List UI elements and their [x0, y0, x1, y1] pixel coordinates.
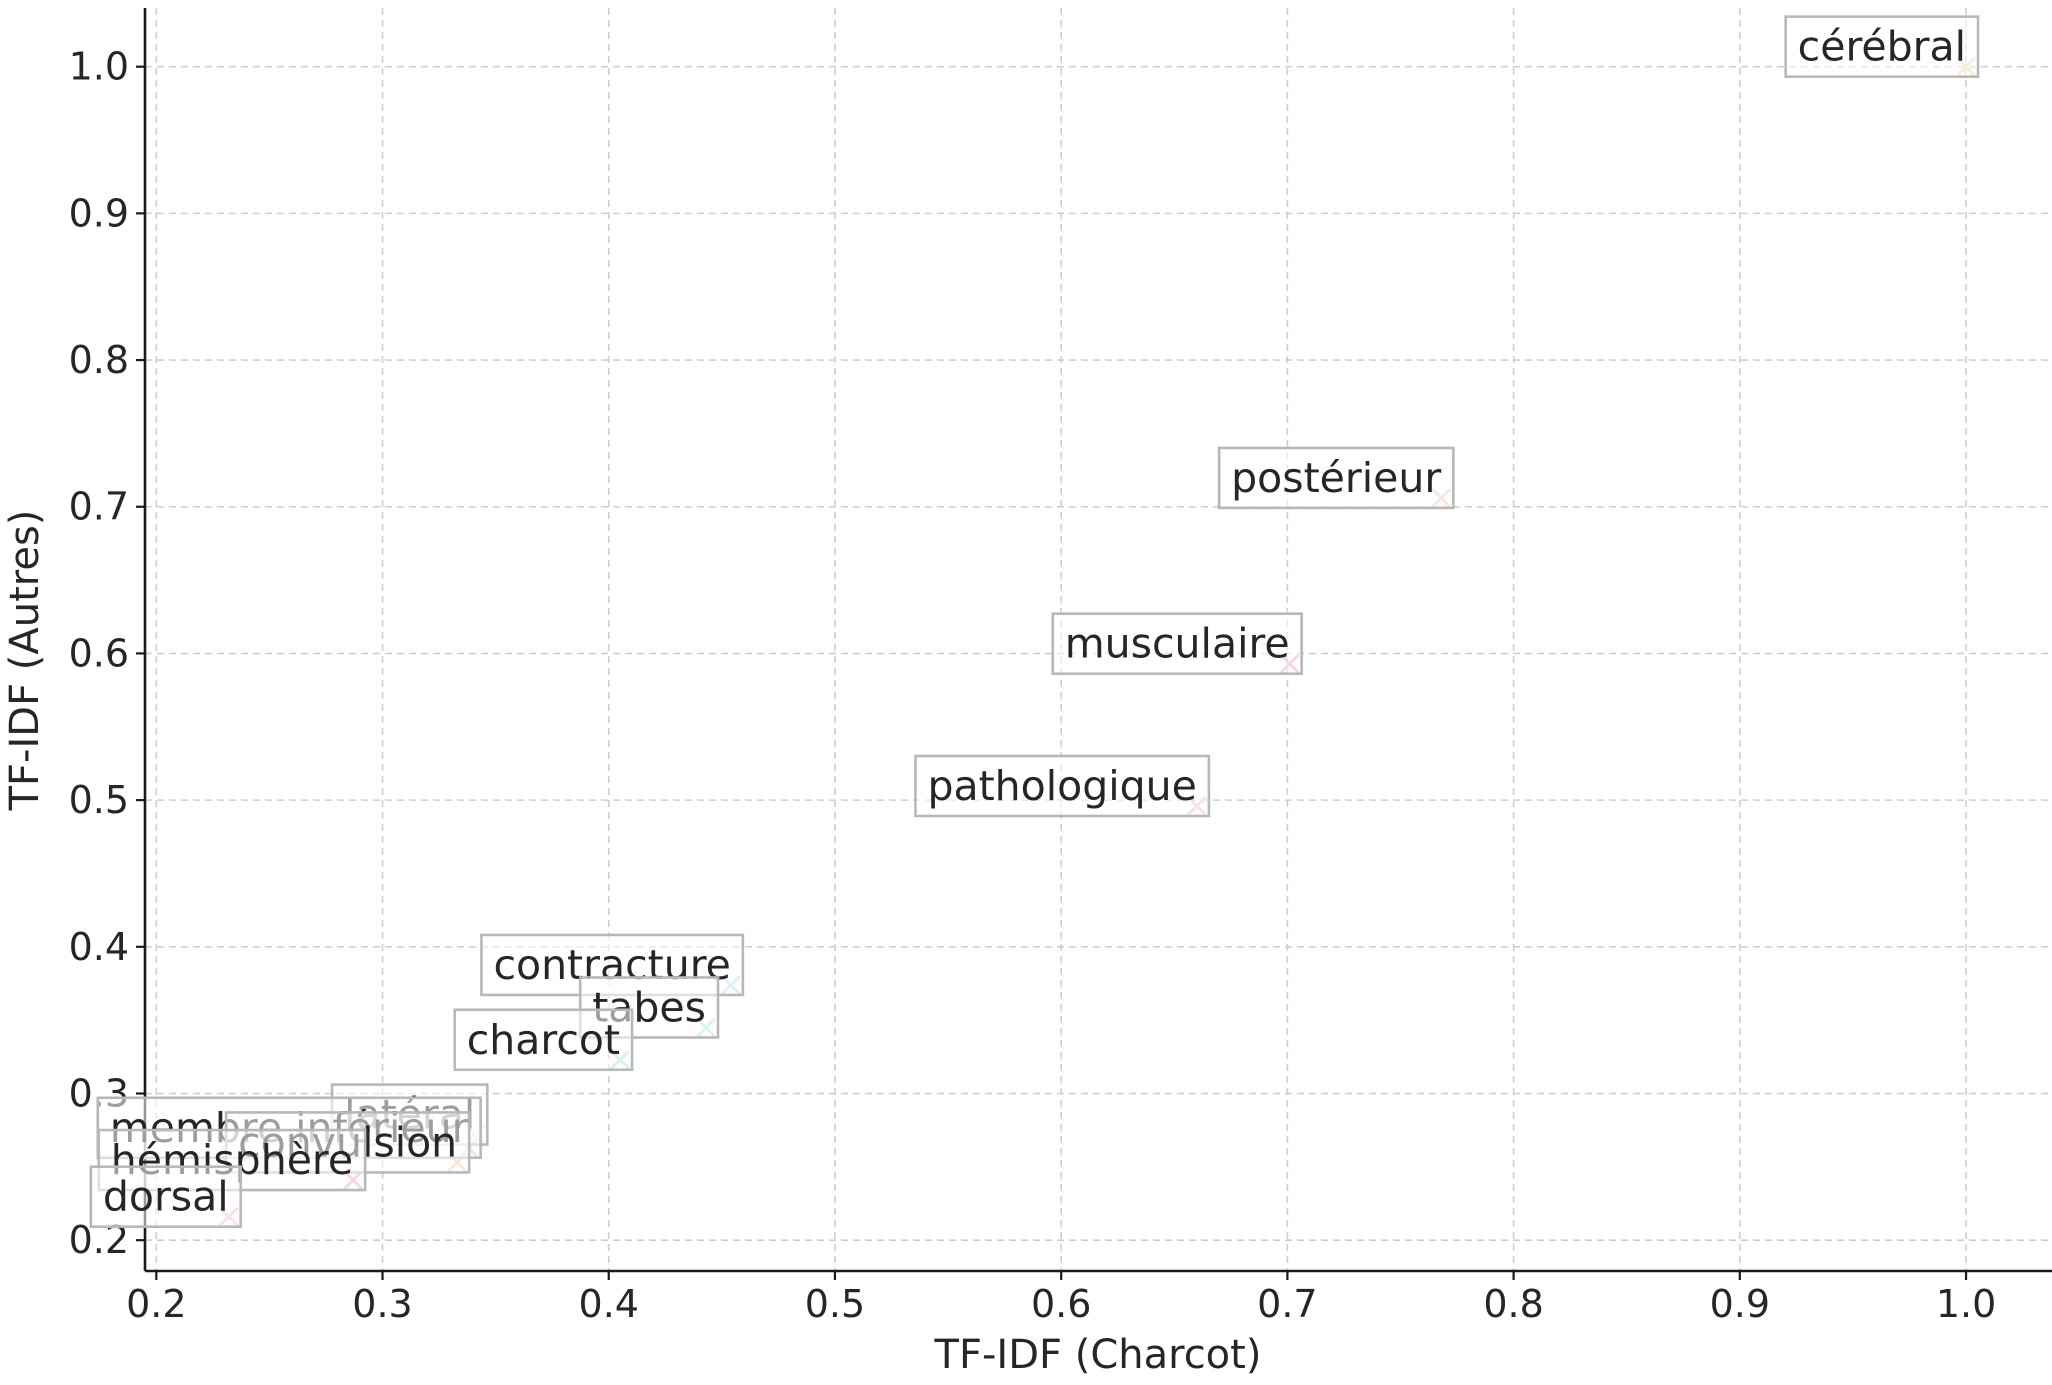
y-tick-label: 0.7	[69, 485, 129, 529]
data-label-text: musculaire	[1065, 620, 1290, 668]
x-axis-title: TF-IDF (Charcot)	[934, 1332, 1262, 1378]
data-label-box	[1051, 612, 1303, 676]
grid-lines	[145, 8, 2052, 1271]
x-tick-label: 0.5	[805, 1282, 865, 1326]
axes	[143, 8, 2052, 1273]
data-point-label: musculaire	[1051, 612, 1303, 676]
data-label-box	[453, 1008, 634, 1072]
y-tick-label: 1.0	[69, 45, 129, 89]
y-tick-label: 0.5	[69, 778, 129, 822]
data-point-label: charcot	[453, 1008, 634, 1072]
x-tick-label: 0.3	[352, 1282, 412, 1326]
y-tick-label: 0.8	[69, 338, 129, 382]
y-axis-title: TF-IDF (Autres)	[2, 510, 48, 812]
data-point-label: cérébral	[1784, 15, 1980, 78]
data-label-text: charcot	[467, 1016, 620, 1064]
x-tick-label: 0.9	[1710, 1282, 1770, 1326]
data-label-text: dorsal	[103, 1173, 229, 1221]
data-point-label: postérieur	[1217, 446, 1455, 510]
data-label-text: pathologique	[927, 762, 1196, 810]
data-point-label: dorsal	[89, 1165, 242, 1229]
data-label-box	[89, 1165, 242, 1229]
x-tick-label: 1.0	[1936, 1282, 1996, 1326]
x-tick-label: 0.4	[579, 1282, 639, 1326]
data-label-box	[1217, 446, 1455, 510]
data-point-label: pathologique	[914, 754, 1211, 818]
data-label-text: cérébral	[1798, 23, 1966, 71]
data-point-label: tabes	[578, 976, 720, 1039]
axis-ticks: 0.2 0.3 0.4 0.5 0.6 0.7 0.8 0.9 1.00.20.30.40.50…	[69, 45, 1997, 1326]
x-tick-label: 0.7	[1257, 1282, 1317, 1326]
y-tick-label: 0.4	[69, 925, 129, 969]
y-tick-label: 0.6	[69, 631, 129, 675]
data-labels: cérébral postérieur musculaire pathologique…	[89, 15, 1980, 1229]
x-tick-label: 0.2	[126, 1282, 186, 1326]
data-label-box	[1784, 15, 1980, 78]
x-tick-label: 0.6	[1031, 1282, 1091, 1326]
y-tick-label: 0.9	[69, 191, 129, 235]
x-tick-label: 0.8	[1483, 1282, 1543, 1326]
data-label-box	[914, 754, 1211, 818]
data-label-text: postérieur	[1231, 454, 1441, 502]
